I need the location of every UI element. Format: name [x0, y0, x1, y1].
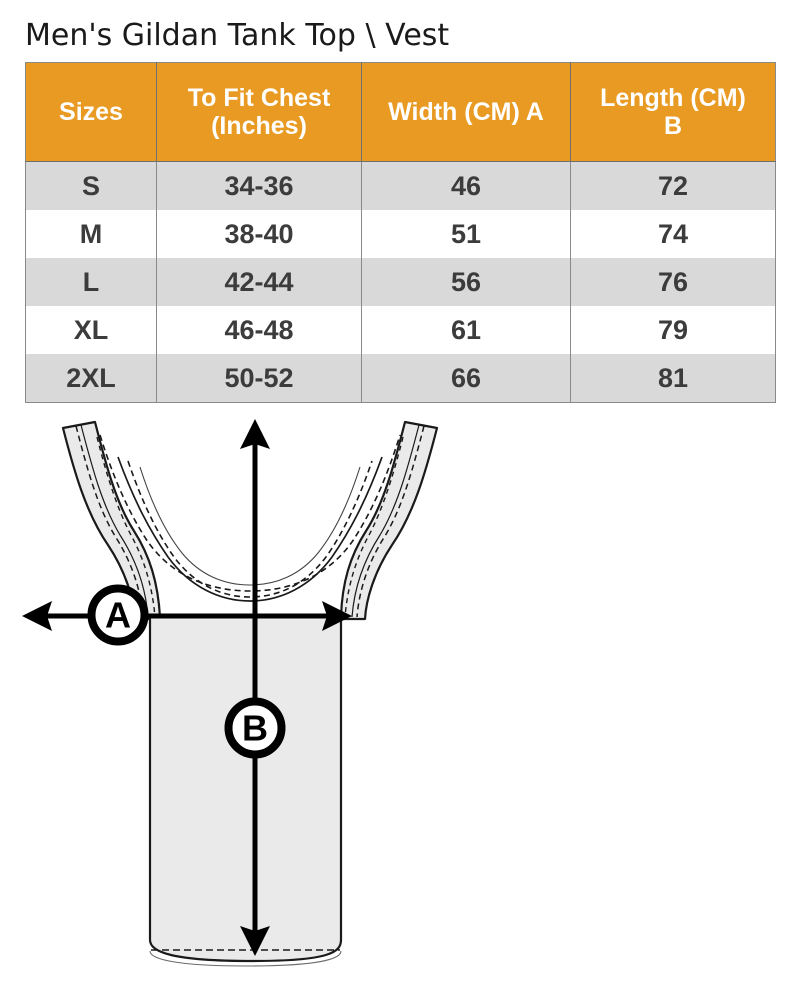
cell-width: 61	[361, 306, 571, 354]
table-header: Sizes To Fit Chest (Inches) Width (CM) A…	[25, 62, 776, 162]
table-row: M 38-40 51 74	[25, 210, 776, 258]
table-row: L 42-44 56 76	[25, 258, 776, 306]
column-header-chest-line1: To Fit Chest	[187, 84, 331, 112]
hem-fold-line	[149, 950, 342, 967]
table-row: 2XL 50-52 66 81	[25, 354, 776, 403]
neckline-topstitch-outer	[99, 434, 401, 592]
page-title: Men's Gildan Tank Top \ Vest	[25, 18, 450, 53]
neckline-facing-line	[139, 466, 361, 586]
marker-label-a: A	[105, 595, 131, 636]
cell-chest: 38-40	[156, 210, 362, 258]
arrowhead-bottom-b	[240, 926, 270, 956]
table-row: S 34-36 46 72	[25, 161, 776, 210]
cell-length: 81	[570, 354, 776, 403]
cell-size: XL	[25, 306, 157, 354]
tank-top-illustration	[61, 420, 439, 967]
table-body: S 34-36 46 72 M 38-40 51 74 L 42-44 56 7…	[25, 161, 776, 403]
cell-width: 51	[361, 210, 571, 258]
left-strap-seam	[80, 424, 149, 618]
column-header-chest: To Fit Chest (Inches)	[156, 62, 362, 162]
right-strap-seam	[351, 424, 420, 618]
cell-chest: 50-52	[156, 354, 362, 403]
column-header-chest-line2: (Inches)	[211, 112, 307, 140]
cell-chest: 34-36	[156, 161, 362, 210]
arrowhead-right-a	[322, 601, 352, 631]
cell-size: S	[25, 161, 157, 210]
table-header-row: Sizes To Fit Chest (Inches) Width (CM) A…	[25, 62, 776, 162]
column-header-length-line1: Length (CM)	[600, 84, 746, 112]
cell-length: 79	[570, 306, 776, 354]
marker-circle-b	[224, 697, 286, 759]
measurement-arrow-a: A	[22, 584, 352, 646]
cell-chest: 42-44	[156, 258, 362, 306]
column-header-length: Length (CM) B	[570, 62, 776, 162]
cell-width: 56	[361, 258, 571, 306]
cell-size: M	[25, 210, 157, 258]
column-header-sizes-line1: Sizes	[59, 98, 123, 126]
cell-chest: 46-48	[156, 306, 362, 354]
cell-length: 74	[570, 210, 776, 258]
column-header-length-line2: B	[663, 112, 683, 140]
arrowhead-top-b	[240, 419, 270, 449]
column-header-width-line1: Width (CM) A	[388, 98, 544, 126]
size-chart-table: Sizes To Fit Chest (Inches) Width (CM) A…	[25, 62, 776, 403]
neckline-binding-inner	[117, 456, 383, 602]
marker-label-b: B	[242, 708, 268, 749]
neckline-topstitch-inner	[127, 460, 373, 598]
marker-circle-a	[87, 584, 149, 646]
cell-length: 72	[570, 161, 776, 210]
cell-width: 66	[361, 354, 571, 403]
table-row: XL 46-48 61 79	[25, 306, 776, 354]
cell-length: 76	[570, 258, 776, 306]
garment-diagram: A B	[0, 405, 800, 985]
column-header-width: Width (CM) A	[361, 62, 571, 162]
arrowhead-left-a	[22, 601, 52, 631]
garment-silhouette	[61, 420, 439, 963]
left-armhole-topstitch	[96, 436, 156, 618]
right-armhole-topstitch	[344, 436, 404, 618]
cell-width: 46	[361, 161, 571, 210]
cell-size: 2XL	[25, 354, 157, 403]
column-header-sizes: Sizes	[25, 62, 157, 162]
cell-size: L	[25, 258, 157, 306]
measurement-arrow-b: B	[224, 419, 286, 956]
